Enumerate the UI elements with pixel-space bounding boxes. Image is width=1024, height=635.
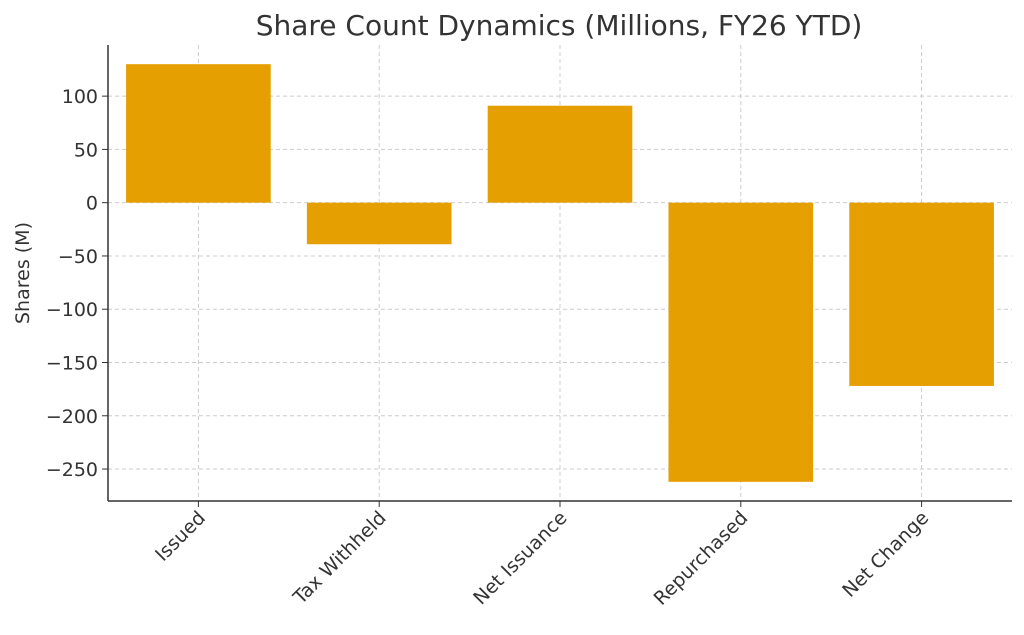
x-tick-label: Net Issuance	[469, 507, 571, 609]
x-tick-label: Tax Withheld	[288, 507, 390, 609]
y-tick-label: 50	[74, 139, 98, 161]
x-ticks: Issued Tax Withheld Net Issuance Repurchase…	[151, 501, 933, 610]
y-tick-label: 100	[62, 86, 98, 108]
y-tick-label: −100	[46, 299, 98, 321]
bar-tax-withheld	[306, 202, 452, 245]
y-tick-label: −150	[46, 352, 98, 374]
y-tick-label: 0	[86, 193, 98, 215]
chart-title: Share Count Dynamics (Millions, FY26 YTD…	[256, 9, 863, 42]
y-ticks: 100 50 0 −50 −100 −150 −200 −250	[46, 86, 108, 481]
y-tick-label: −50	[58, 246, 98, 268]
bar-issued	[126, 64, 271, 203]
x-tick-label: Issued	[151, 507, 210, 566]
bar-net-issuance	[487, 105, 633, 203]
y-tick-label: −250	[46, 459, 98, 481]
bars	[126, 64, 994, 482]
y-tick-label: −200	[46, 406, 98, 428]
y-axis-label: Shares (M)	[12, 222, 34, 324]
bar-repurchased	[668, 202, 814, 482]
bar-net-change	[849, 202, 994, 386]
x-tick-label: Net Change	[838, 507, 933, 602]
x-tick-label: Repurchased	[650, 507, 753, 610]
